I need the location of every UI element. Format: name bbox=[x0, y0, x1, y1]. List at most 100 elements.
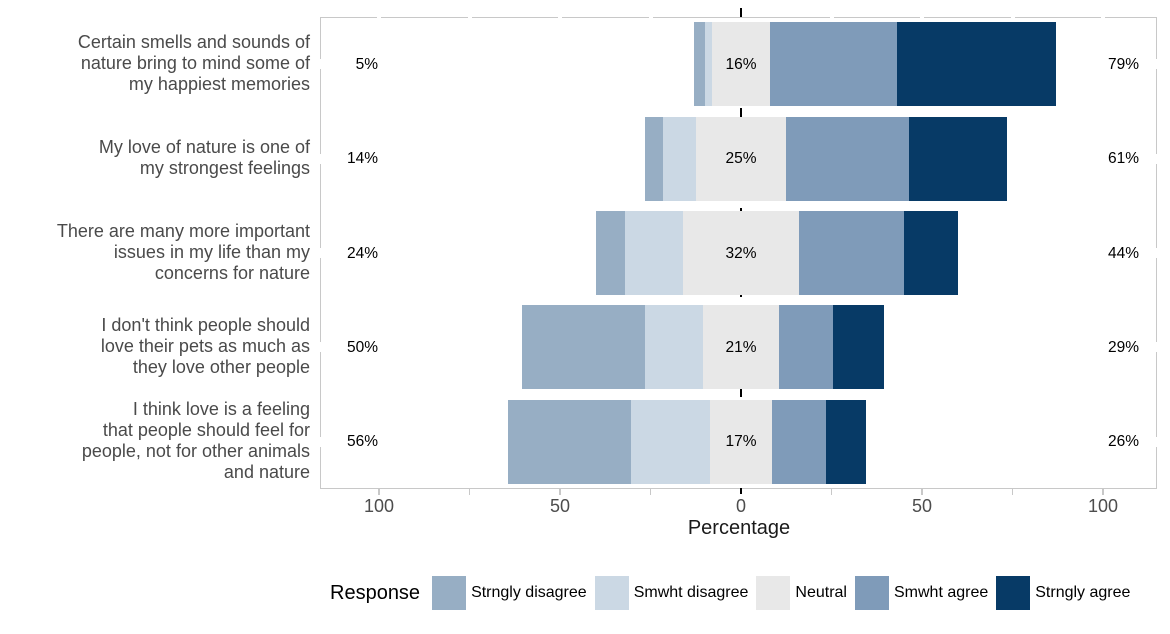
x-axis-tick-label: 0 bbox=[735, 496, 746, 516]
panel-border-notch-right bbox=[1155, 153, 1158, 164]
bar-segment-somewhat-agree bbox=[779, 305, 834, 390]
bar-segment-strongly-agree bbox=[903, 211, 959, 295]
bar-segment-somewhat-agree bbox=[786, 116, 910, 201]
legend-swatch bbox=[854, 576, 889, 610]
panel-border-notch-right bbox=[1155, 436, 1158, 447]
bar-segment-strongly-agree bbox=[833, 305, 884, 390]
legend-item: Neutral bbox=[756, 576, 847, 610]
panel-border-notch-right bbox=[1155, 342, 1158, 353]
bar-segment-somewhat-disagree bbox=[630, 399, 711, 484]
bar-segment-neutral bbox=[695, 116, 787, 201]
legend-item-label: Smwht agree bbox=[893, 584, 989, 601]
bar-segment-strongly-disagree bbox=[693, 22, 705, 107]
legend-item: Strngly disagree bbox=[432, 576, 587, 610]
x-axis-tick-label: 50 bbox=[549, 496, 571, 516]
category-label: My love of nature is one of my strongest … bbox=[0, 137, 310, 179]
bar-segment-strongly-agree bbox=[909, 116, 1007, 201]
panel-border-notch-top bbox=[1010, 16, 1015, 19]
bar-segment-strongly-agree bbox=[826, 399, 866, 484]
bar-segment-somewhat-disagree bbox=[625, 211, 684, 295]
category-label-line: and nature bbox=[223, 461, 310, 482]
center-percent-label: 17% bbox=[725, 433, 757, 451]
legend-swatch bbox=[432, 576, 467, 610]
left-percent-label: 14% bbox=[346, 150, 378, 168]
right-percent-label: 26% bbox=[1108, 433, 1140, 451]
legend-item-label: Strngly disagree bbox=[471, 584, 587, 601]
x-axis-tick-label: 50 bbox=[911, 496, 933, 516]
x-axis-tick bbox=[921, 489, 923, 495]
category-label-line: they love other people bbox=[132, 356, 310, 377]
bar-segment-neutral bbox=[703, 305, 779, 390]
x-axis-tick bbox=[559, 489, 561, 495]
bar-segment-neutral bbox=[710, 399, 772, 484]
right-percent-label: 29% bbox=[1108, 338, 1140, 356]
bar-segment-strongly-disagree bbox=[522, 305, 646, 390]
bar-segment-strongly-disagree bbox=[645, 116, 664, 201]
legend-item-label: Neutral bbox=[795, 584, 847, 601]
category-label-line: issues in my life than my bbox=[113, 241, 310, 262]
right-percent-label: 44% bbox=[1108, 244, 1140, 262]
panel-border-notch-left bbox=[319, 436, 322, 447]
x-axis-tick bbox=[468, 489, 471, 495]
center-percent-label: 32% bbox=[725, 244, 757, 262]
panel-border-notch-top bbox=[377, 16, 381, 19]
x-axis-tick bbox=[1102, 489, 1104, 495]
category-label-line: I don't think people should bbox=[101, 314, 310, 335]
panel-border-notch-top bbox=[829, 16, 834, 19]
x-axis-title: Percentage bbox=[687, 517, 791, 539]
bar-segment-strongly-agree bbox=[896, 22, 1056, 107]
category-label-line: concerns for nature bbox=[154, 262, 310, 283]
category-label: I think love is a feeling that people sho… bbox=[0, 399, 310, 483]
category-label: I don't think people should love their pe… bbox=[0, 315, 310, 378]
category-label-line: my strongest feelings bbox=[139, 157, 310, 178]
panel-border-notch-left bbox=[319, 153, 322, 164]
legend-swatch bbox=[756, 576, 791, 610]
legend-item: Strngly agree bbox=[996, 576, 1130, 610]
legend: Response Strngly disagree Smwht disagree N… bbox=[330, 575, 1138, 611]
panel-border-notch-left bbox=[319, 342, 322, 353]
panel-border-notch-left bbox=[319, 248, 322, 258]
center-percent-label: 21% bbox=[725, 338, 757, 356]
x-axis-tick bbox=[1011, 489, 1014, 495]
category-label-line: that people should feel for bbox=[102, 419, 310, 440]
x-axis-tick-label: 100 bbox=[1087, 496, 1119, 516]
panel-border-notch-top bbox=[1101, 16, 1105, 19]
bar-segment-neutral bbox=[683, 211, 799, 295]
panel-border-notch-top bbox=[467, 16, 472, 19]
x-axis-tick bbox=[649, 489, 652, 495]
panel-border-notch-right bbox=[1155, 59, 1158, 70]
category-label: There are many more important issues in m… bbox=[0, 221, 310, 284]
left-percent-label: 56% bbox=[346, 433, 378, 451]
x-axis-tick-label: 100 bbox=[363, 496, 395, 516]
category-label-line: people, not for other animals bbox=[81, 440, 310, 461]
panel-border-notch-left bbox=[319, 59, 322, 70]
bar-segment-somewhat-agree bbox=[798, 211, 904, 295]
bar-segment-strongly-disagree bbox=[507, 399, 631, 484]
bar-segment-strongly-disagree bbox=[596, 211, 626, 295]
legend-title: Response bbox=[330, 581, 421, 604]
panel-border-notch-top bbox=[558, 16, 562, 19]
left-percent-label: 24% bbox=[346, 244, 378, 262]
bar-segment-somewhat-disagree bbox=[645, 305, 703, 390]
category-label: Certain smells and sounds of nature bring… bbox=[0, 32, 310, 95]
legend-swatch bbox=[996, 576, 1031, 610]
category-label-line: my happiest memories bbox=[128, 73, 310, 94]
right-percent-label: 79% bbox=[1108, 55, 1140, 73]
legend-item-label: Smwht disagree bbox=[633, 584, 749, 601]
legend-swatch bbox=[594, 576, 629, 610]
category-label-line: There are many more important bbox=[56, 220, 310, 241]
legend-items: Strngly disagree Smwht disagree Neutral Smw… bbox=[432, 576, 1138, 610]
x-axis-tick bbox=[830, 489, 833, 495]
category-label-line: Certain smells and sounds of bbox=[77, 31, 310, 52]
bar-segment-somewhat-disagree bbox=[663, 116, 696, 201]
category-label-line: My love of nature is one of bbox=[98, 136, 310, 157]
right-percent-label: 61% bbox=[1108, 150, 1140, 168]
legend-item: Smwht agree bbox=[854, 576, 989, 610]
legend-item: Smwht disagree bbox=[594, 576, 749, 610]
category-label-line: nature bring to mind some of bbox=[80, 52, 310, 73]
x-axis-tick bbox=[378, 489, 380, 495]
bar-segment-somewhat-agree bbox=[771, 399, 827, 484]
left-percent-label: 5% bbox=[355, 55, 378, 73]
bar-segment-somewhat-disagree bbox=[704, 22, 712, 107]
